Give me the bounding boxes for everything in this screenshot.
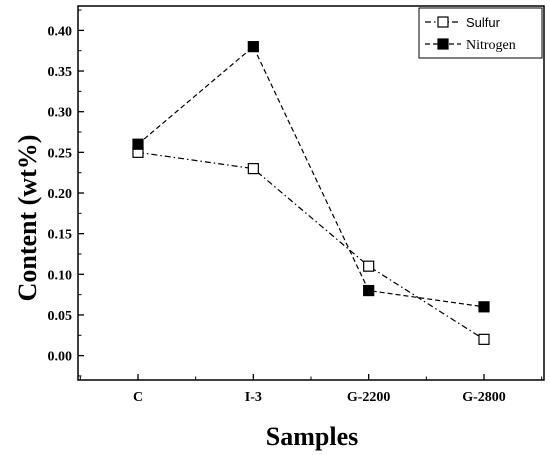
y-tick-label: 0.25 <box>48 146 73 161</box>
data-point-sulfur <box>247 163 259 175</box>
y-axis-title: Content (wt%) <box>13 135 42 302</box>
legend-swatch-marker <box>437 16 449 28</box>
x-tick-label: G-2200 <box>347 390 391 405</box>
y-tick-label: 0.15 <box>48 228 73 243</box>
y-tick-label: 0.35 <box>48 65 73 80</box>
legend-swatch-marker <box>437 38 449 50</box>
y-tick-label: 0.40 <box>48 24 73 39</box>
data-point-nitrogen <box>132 138 144 150</box>
y-tick-label: 0.05 <box>48 309 73 324</box>
data-point-nitrogen <box>478 301 490 313</box>
y-tick-label: 0.10 <box>48 268 73 283</box>
legend-box <box>418 7 543 59</box>
series-line-sulfur <box>137 151 485 340</box>
y-tick-label: 0.00 <box>48 350 73 365</box>
legend-label-sulfur: Sulfur <box>466 15 501 30</box>
y-tick-label: 0.30 <box>48 106 73 121</box>
data-point-nitrogen <box>247 41 259 53</box>
x-tick-label: I-3 <box>245 390 262 405</box>
x-tick-label: G-2800 <box>462 390 506 405</box>
data-point-sulfur <box>363 260 375 272</box>
x-tick-label: C <box>133 390 143 405</box>
series-line-nitrogen <box>137 45 485 308</box>
data-point-nitrogen <box>363 284 375 297</box>
data-point-sulfur <box>478 333 490 345</box>
y-tick-label: 0.20 <box>48 187 73 202</box>
legend-label-nitrogen: Nitrogen <box>466 38 516 53</box>
x-axis-title: Samples <box>266 422 358 451</box>
